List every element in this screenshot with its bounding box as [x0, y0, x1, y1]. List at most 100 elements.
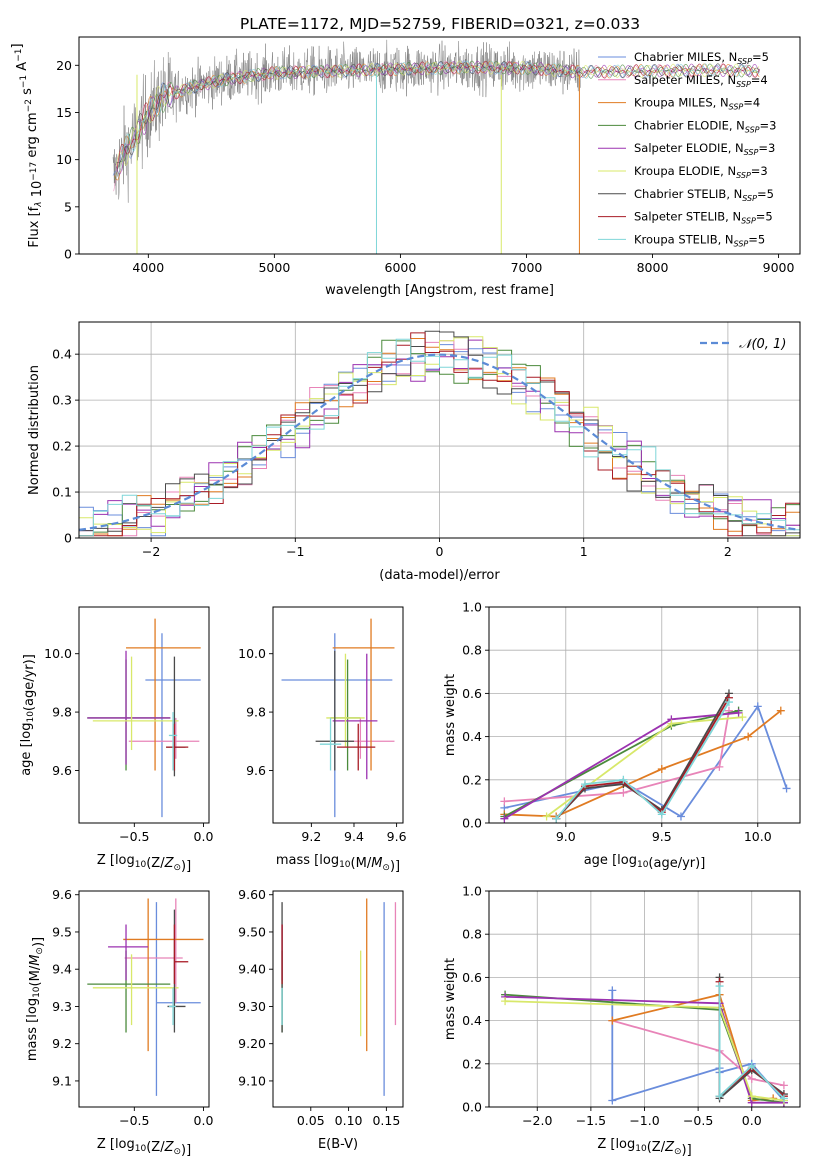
x-axis-label: wavelength [Angstrom, rest frame]: [325, 283, 554, 298]
axes-weight_vs_age: 9.0 9.5 10.0 0.0 0.2 0.4 0.6 0.8 1.0 age [log10(a…: [443, 600, 801, 871]
y-tick-label: 9.40: [238, 962, 266, 977]
x-tick-label: 9.6: [387, 829, 407, 844]
observed-spectrum: [112, 39, 581, 203]
y-tick-label: 0.3: [52, 393, 72, 408]
axes-age_vs_Z: −0.5 0.0 9.6 9.8 10.0 Z [log10(Z/Z⊙)] age [log…: [19, 606, 214, 874]
axes-spectrum: 4000 5000 6000 7000 8000 9000 0 5 10 15 20 waveleng…: [10, 36, 801, 298]
axes-age_vs_mass: 9.2 9.4 9.6 9.6 9.8 10.0 mass [log10(M/M⊙)]: [238, 606, 407, 874]
axes-frame: [272, 606, 404, 824]
legend-entry-chabrier-stelib: Chabrier STELIB, NSSP=5: [634, 187, 774, 203]
weight-point-kroupa-elodie: [501, 997, 510, 1006]
x-tick-label: 0.15: [372, 1113, 400, 1128]
legend-entry-salpeter-stelib: Salpeter STELIB, NSSP=5: [634, 210, 773, 226]
histogram-salpeter-stelib: [79, 332, 800, 537]
weight-line-chabrier-stelib: [555, 692, 730, 820]
legend-entry-normal: 𝒩(0, 1): [739, 337, 786, 352]
model-spectrum-kroupa-elodie: [115, 60, 760, 167]
weight-point-kroupa-elodie: [747, 1092, 756, 1101]
y-tick-label: 0.4: [52, 347, 72, 362]
weight-point-kroupa-stelib: [715, 1092, 724, 1101]
x-axis-label: E(B-V): [318, 1137, 358, 1152]
y-tick-label: 0.8: [462, 643, 482, 658]
chart-layer: 4000 5000 6000 7000 8000 900005101520waveleng…: [10, 36, 801, 1158]
weight-point-kroupa-stelib: [657, 810, 666, 819]
legend-entry-chabrier-elodie: Chabrier ELODIE, NSSP=3: [634, 118, 776, 134]
x-tick-label: 0.10: [335, 1113, 363, 1128]
x-tick-label: 4000: [132, 260, 164, 275]
legend-entry-salpeter-miles: Salpeter MILES, NSSP=4: [634, 73, 768, 89]
axes-mass_vs_ebv: 0.05 0.10 0.15 9.10 9.20 9.30 9.40 9.50 9.60 E(B-…: [238, 887, 404, 1152]
weight-point-salpeter-miles: [779, 1081, 788, 1090]
weight-point-kroupa-elodie: [667, 719, 676, 728]
x-tick-label: 9.4: [344, 829, 364, 844]
plot-area-age_vs_Z: [87, 618, 201, 818]
weight-point-kroupa-stelib: [747, 1061, 756, 1070]
weight-point-salpeter-elodie: [734, 708, 743, 717]
x-tick-label: −1: [286, 544, 304, 559]
y-tick-label: 0.1: [52, 485, 72, 500]
y-tick-label: 9.5: [52, 924, 72, 939]
x-axis-label: Z [log10(Z/Z⊙)]: [97, 1137, 191, 1158]
x-axis-label: age [log10(age/yr)]: [584, 853, 706, 871]
weight-point-kroupa-stelib: [715, 982, 724, 991]
axes-residuals: −2 −1 0 1 2 0 0.1 0.2 0.3 0.4 𝒩(0, 1) (data-model)/…: [27, 321, 801, 583]
weight-line-kroupa-elodie: [546, 716, 743, 818]
x-tick-label: 7000: [511, 260, 543, 275]
weight-point-kroupa-stelib: [619, 775, 628, 784]
x-tick-label: 9.5: [652, 829, 672, 844]
model-spectrum-salpeter-stelib: [117, 60, 760, 169]
x-tick-label: 10.0: [744, 829, 772, 844]
x-tick-label: 2: [724, 544, 732, 559]
weight-line-kroupa-elodie: [505, 1000, 785, 1102]
weight-point-chabrier-miles: [608, 986, 617, 995]
x-tick-label: 9.0: [556, 829, 576, 844]
histogram-chabrier-elodie: [79, 339, 800, 537]
axes-frame: [78, 36, 801, 255]
plot-area-residuals: [79, 330, 800, 537]
weight-point-kroupa-elodie: [738, 713, 747, 722]
y-tick-label: 9.6: [52, 887, 72, 902]
y-axis-label: Flux [fλ 10−17 erg cm−2 s−1 A−1]: [10, 43, 45, 247]
x-tick-label: 0.05: [297, 1113, 325, 1128]
weight-point-kroupa-miles: [657, 765, 666, 773]
legend-entry-kroupa-miles: Kroupa MILES, NSSP=4: [634, 96, 760, 112]
x-tick-label: 0.0: [742, 1113, 762, 1128]
weight-point-kroupa-miles: [744, 732, 753, 741]
x-tick-label: 0.0: [194, 829, 214, 844]
y-axis-label: mass weight: [443, 958, 458, 1040]
x-tick-label: −1.5: [576, 1113, 606, 1128]
normal-reference-curve: [79, 353, 798, 531]
weight-point-kroupa-stelib: [552, 814, 561, 823]
weight-point-salpeter-elodie: [500, 814, 509, 823]
plot-area-age_vs_mass: [281, 618, 395, 818]
x-tick-label: −0.5: [683, 1113, 713, 1128]
weight-point-salpeter-miles: [619, 788, 628, 797]
weight-point-salpeter-miles: [500, 797, 509, 806]
y-axis-label: mass [log10(M/M⊙)]: [25, 937, 46, 1061]
model-spectrum-kroupa-stelib: [117, 60, 760, 174]
y-tick-label: 10.0: [44, 646, 72, 661]
y-tick-label: 0.0: [462, 1100, 482, 1115]
y-axis-label: mass weight: [443, 674, 458, 756]
plot-area-spectrum: [112, 39, 760, 254]
weight-line-kroupa-miles: [612, 993, 774, 1102]
y-tick-label: 0.2: [462, 772, 482, 787]
weight-point-chabrier-miles: [753, 702, 762, 711]
y-tick-label: 9.20: [238, 1036, 266, 1051]
axes-frame: [272, 890, 404, 1108]
y-tick-label: 9.6: [246, 763, 266, 778]
y-tick-label: 9.1: [52, 1073, 72, 1088]
y-tick-label: 9.4: [52, 962, 72, 977]
y-axis-label: age [log10(age/yr)]: [19, 654, 37, 776]
weight-line-salpeter-elodie: [503, 711, 739, 820]
legend-entry-salpeter-elodie: Salpeter ELODIE, NSSP=3: [634, 141, 775, 157]
figure-title: PLATE=1172, MJD=52759, FIBERID=0321, z=0…: [240, 15, 640, 33]
y-tick-label: 15: [56, 105, 72, 120]
weight-point-kroupa-miles: [776, 706, 785, 715]
weight-point-chabrier-miles: [782, 784, 791, 793]
y-tick-label: 0.2: [462, 1056, 482, 1071]
x-tick-label: −2: [142, 544, 160, 559]
x-axis-label: Z [log10(Z/Z⊙)]: [597, 1137, 691, 1158]
plot-area-mass_vs_ebv: [281, 898, 397, 1096]
y-tick-label: 5: [64, 199, 72, 214]
